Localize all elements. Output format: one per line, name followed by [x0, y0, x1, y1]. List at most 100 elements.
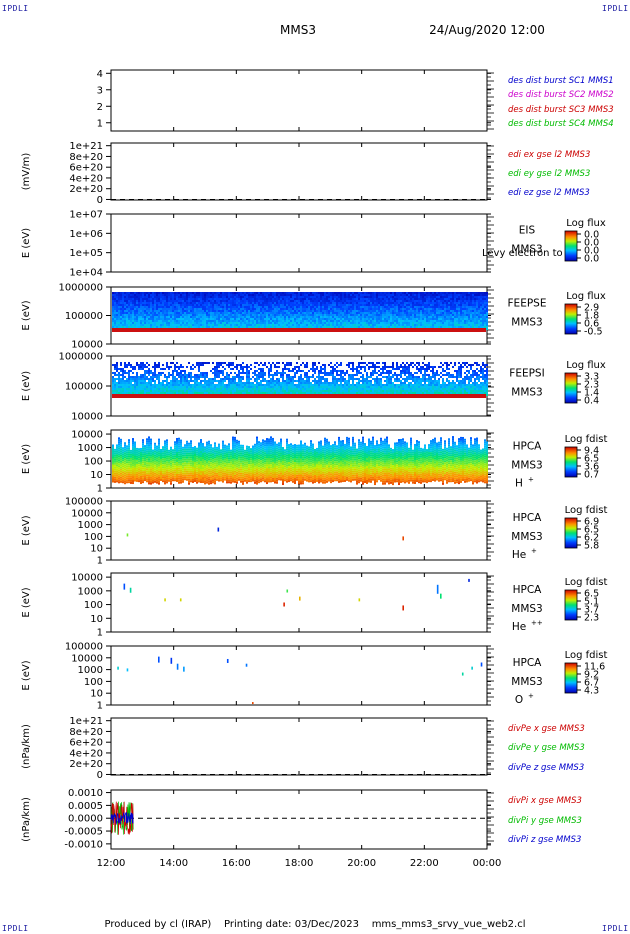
- spectro-cell: [298, 312, 300, 314]
- spectro-cell: [300, 302, 302, 304]
- spectro-cell: [172, 320, 174, 322]
- spectro-cell: [434, 320, 436, 322]
- spectro-cell: [332, 312, 334, 314]
- spectro-cell: [120, 302, 122, 304]
- spectro-cell: [348, 324, 350, 326]
- spectro-cell: [264, 312, 266, 314]
- spectro-cell: [126, 326, 128, 328]
- spectro-cell: [440, 300, 442, 302]
- spectro-cell: [208, 316, 210, 318]
- spectro-cell: [346, 324, 348, 326]
- spectro-cell: [322, 312, 324, 314]
- spectro-cell: [238, 304, 240, 306]
- spectro-cell: [348, 306, 350, 308]
- spectro-cell: [336, 320, 338, 322]
- spectro-cell: [248, 390, 250, 392]
- spectro-cell: [206, 292, 208, 294]
- spectro-cell: [372, 302, 374, 304]
- spectro-cell: [188, 392, 190, 394]
- spectro-cell: [410, 292, 412, 294]
- spectro-cell: [484, 296, 486, 298]
- spectro-cell: [452, 322, 454, 324]
- spectro-cell: [154, 384, 156, 386]
- spectro-cell: [236, 392, 238, 394]
- spectro-cell: [162, 364, 164, 366]
- spectro-cell: [262, 316, 264, 318]
- spectro-cell: [148, 384, 150, 386]
- spectro-cell: [288, 300, 290, 302]
- spectro-cell: [236, 314, 238, 316]
- spectro-cell: [136, 388, 138, 390]
- spectro-cell: [230, 382, 232, 384]
- spectro-cell: [162, 300, 164, 302]
- spectro-cell: [222, 296, 224, 298]
- spectro-cell: [440, 326, 442, 328]
- spectro-cell: [340, 324, 342, 326]
- spectro-cell: [268, 374, 270, 376]
- spectro-cell: [174, 364, 176, 366]
- spectro-cell: [454, 296, 456, 298]
- spectro-cell: [122, 368, 124, 370]
- spectro-cell: [206, 302, 208, 304]
- spectro-cell: [352, 300, 354, 302]
- spectro-cell: [130, 392, 132, 394]
- spectro-cell: [290, 378, 292, 380]
- spectro-cell: [250, 302, 252, 304]
- spectro-cell: [456, 306, 458, 308]
- panel-frame: [110, 142, 488, 201]
- spectro-cell: [286, 314, 288, 316]
- spectro-cell: [230, 384, 232, 386]
- spectro-cell: [268, 296, 270, 298]
- spectro-cell: [172, 306, 174, 308]
- spectro-cell: [356, 300, 358, 302]
- spectro-cell: [282, 308, 284, 310]
- spectro-cell: [458, 314, 460, 316]
- spectro-cell: [360, 298, 362, 300]
- spectro-cell: [398, 298, 400, 300]
- spectro-cell: [278, 372, 280, 374]
- spectro-cell: [408, 298, 410, 300]
- spectro-cell: [216, 364, 218, 366]
- spectro-cell: [282, 390, 284, 392]
- spectro-cell: [462, 306, 464, 308]
- spectro-cell: [328, 314, 330, 316]
- spectro-cell: [260, 326, 262, 328]
- spectro-cell: [180, 296, 182, 298]
- spectro-cell: [208, 314, 210, 316]
- spectro-cell: [214, 302, 216, 304]
- spectro-cell: [348, 308, 350, 310]
- spectro-cell: [144, 300, 146, 302]
- spectro-cell: [122, 386, 124, 388]
- spectro-cell: [210, 300, 212, 302]
- spectro-cell: [452, 296, 454, 298]
- spectro-cell: [300, 310, 302, 312]
- spectro-cell: [292, 322, 294, 324]
- spectro-cell: [426, 312, 428, 314]
- spectro-cell: [286, 304, 288, 306]
- spectro-cell: [128, 318, 130, 320]
- spectro-cell: [448, 316, 450, 318]
- spectro-cell: [238, 296, 240, 298]
- spectro-cell: [314, 294, 316, 296]
- spectro-cell: [400, 294, 402, 296]
- spectro-cell: [362, 320, 364, 322]
- spectro-cell: [164, 296, 166, 298]
- spectro-cell: [436, 326, 438, 328]
- spectro-cell: [334, 318, 336, 320]
- spectro-cell: [466, 302, 468, 304]
- spectro-cell: [176, 386, 178, 388]
- spectro-cell: [228, 292, 230, 294]
- spectro-cell: [278, 294, 280, 296]
- spectro-cell: [152, 320, 154, 322]
- spectro-cell: [156, 318, 158, 320]
- spectro-cell: [276, 322, 278, 324]
- spectro-cell: [174, 300, 176, 302]
- spectro-cell: [208, 324, 210, 326]
- spectro-cell: [182, 324, 184, 326]
- spectro-cell: [280, 324, 282, 326]
- spectro-cell: [196, 390, 198, 392]
- spectro-cell: [438, 300, 440, 302]
- spectro-cell: [378, 322, 380, 324]
- spectro-cell: [428, 302, 430, 304]
- spectro-cell: [302, 324, 304, 326]
